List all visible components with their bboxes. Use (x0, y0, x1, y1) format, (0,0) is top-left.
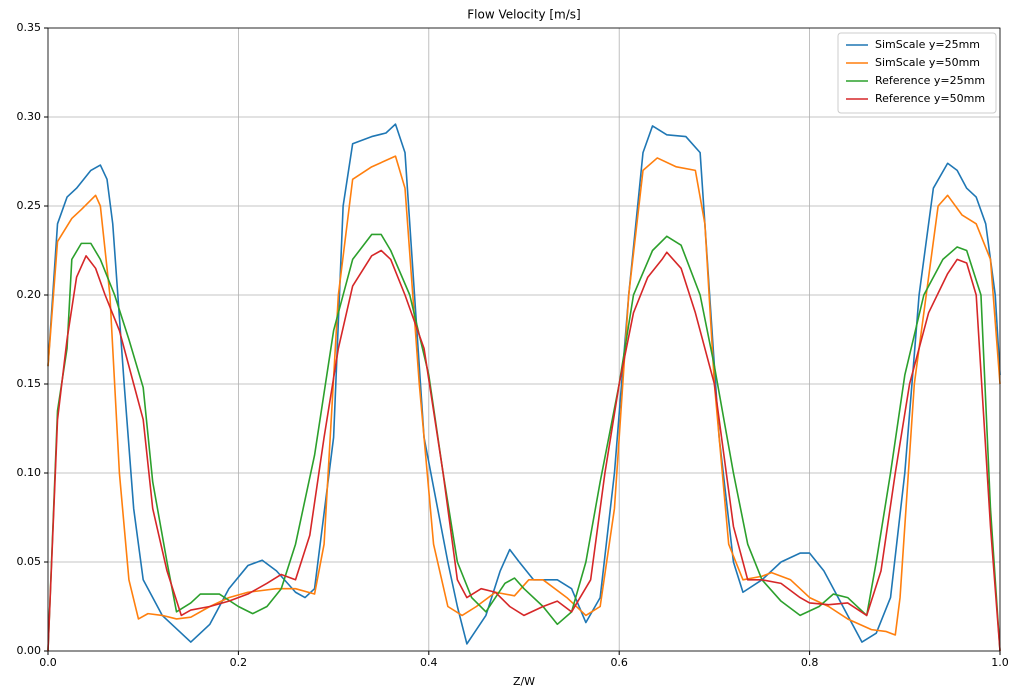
x-tick-label: 0.6 (610, 656, 628, 669)
chart-title: Flow Velocity [m/s] (467, 8, 580, 22)
data-line (47, 249, 1001, 652)
x-tick-label: 0.4 (420, 656, 438, 669)
data-line (47, 155, 1001, 636)
legend: SimScale y=25mm SimScale y=50mm Reference … (837, 32, 997, 114)
y-tick-label: 0.10 (17, 466, 42, 479)
x-axis-label: Z/W (513, 675, 535, 688)
legend-label: SimScale y=50mm (875, 56, 980, 69)
legend-label: Reference y=25mm (875, 74, 985, 87)
data-line (47, 123, 1001, 645)
y-tick-label: 0.25 (17, 199, 42, 212)
y-tick-label: 0.15 (17, 377, 42, 390)
legend-label: Reference y=50mm (875, 92, 985, 105)
plot-frame (47, 27, 1001, 652)
legend-box (837, 32, 997, 114)
x-tick-label: 1.0 (991, 656, 1009, 669)
y-tick-label: 0.30 (17, 110, 42, 123)
x-tick-label: 0.8 (801, 656, 819, 669)
y-tick-label: 0.20 (17, 288, 42, 301)
x-tick-label: 0.0 (39, 656, 57, 669)
data-line (47, 233, 1001, 652)
y-tick-label: 0.35 (17, 21, 42, 34)
x-tick-label: 0.2 (230, 656, 248, 669)
y-tick-label: 0.05 (17, 555, 42, 568)
y-tick-label: 0.00 (17, 644, 42, 657)
legend-label: SimScale y=25mm (875, 38, 980, 51)
